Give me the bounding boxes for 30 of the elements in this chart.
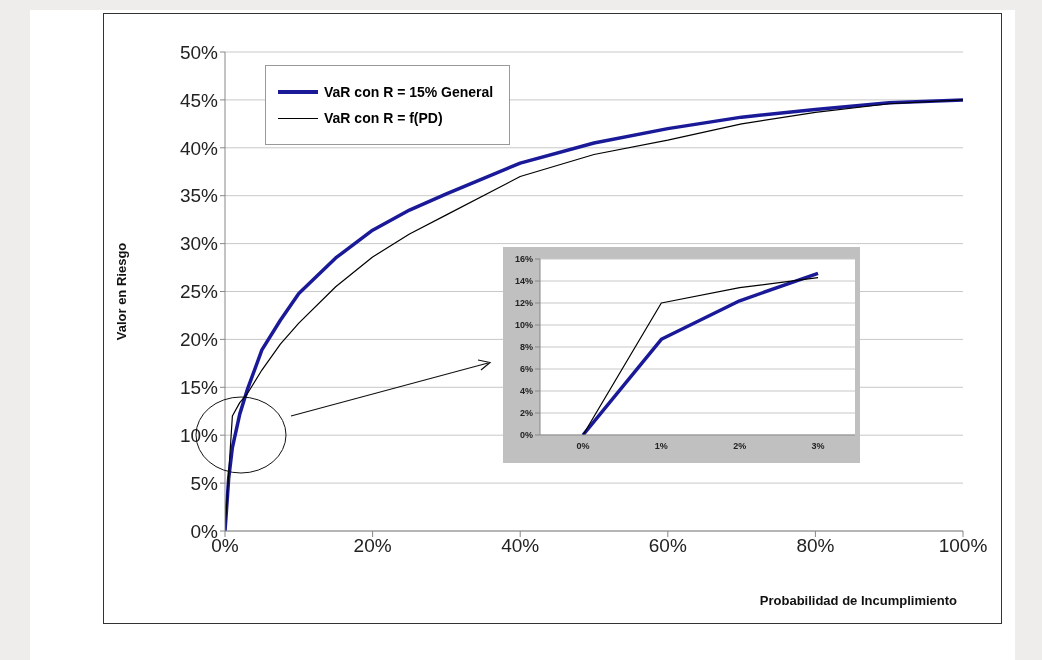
- y-tick-label: 35%: [179, 185, 219, 207]
- y-tick-label: 16%: [514, 254, 533, 265]
- y-tick-label: 8%: [519, 342, 533, 353]
- legend-label: VaR con R = 15% General: [324, 84, 494, 100]
- y-tick-label: 20%: [179, 329, 219, 351]
- x-tick-label: 100%: [938, 535, 988, 557]
- y-tick-label: 12%: [514, 298, 533, 309]
- y-tick-label: 5%: [190, 472, 219, 494]
- y-tick-label: 0%: [519, 430, 533, 441]
- y-tick-label: 14%: [514, 276, 533, 287]
- x-axis-title: Probabilidad de Incumplimiento: [759, 593, 958, 608]
- y-tick-label: 2%: [519, 408, 533, 419]
- y-tick-label: 10%: [514, 320, 533, 331]
- x-tick-label: 20%: [353, 535, 392, 557]
- y-tick-label: 45%: [179, 89, 219, 111]
- x-tick-label: 1%: [654, 441, 668, 452]
- y-tick-label: 50%: [179, 41, 219, 63]
- x-tick-label: 80%: [796, 535, 835, 557]
- y-tick-label: 40%: [179, 137, 219, 159]
- y-tick-label: 4%: [519, 386, 533, 397]
- y-tick-label: 30%: [179, 233, 219, 255]
- x-tick-label: 0%: [576, 441, 590, 452]
- x-tick-label: 2%: [733, 441, 747, 452]
- y-tick-label: 25%: [179, 281, 219, 303]
- y-tick-label: 15%: [179, 377, 219, 399]
- y-axis-title: Valor en Riesgo: [113, 242, 129, 341]
- x-tick-label: 60%: [648, 535, 687, 557]
- x-tick-label: 3%: [811, 441, 825, 452]
- y-tick-label: 6%: [519, 364, 533, 375]
- legend-label: VaR con R = f(PD): [324, 110, 443, 126]
